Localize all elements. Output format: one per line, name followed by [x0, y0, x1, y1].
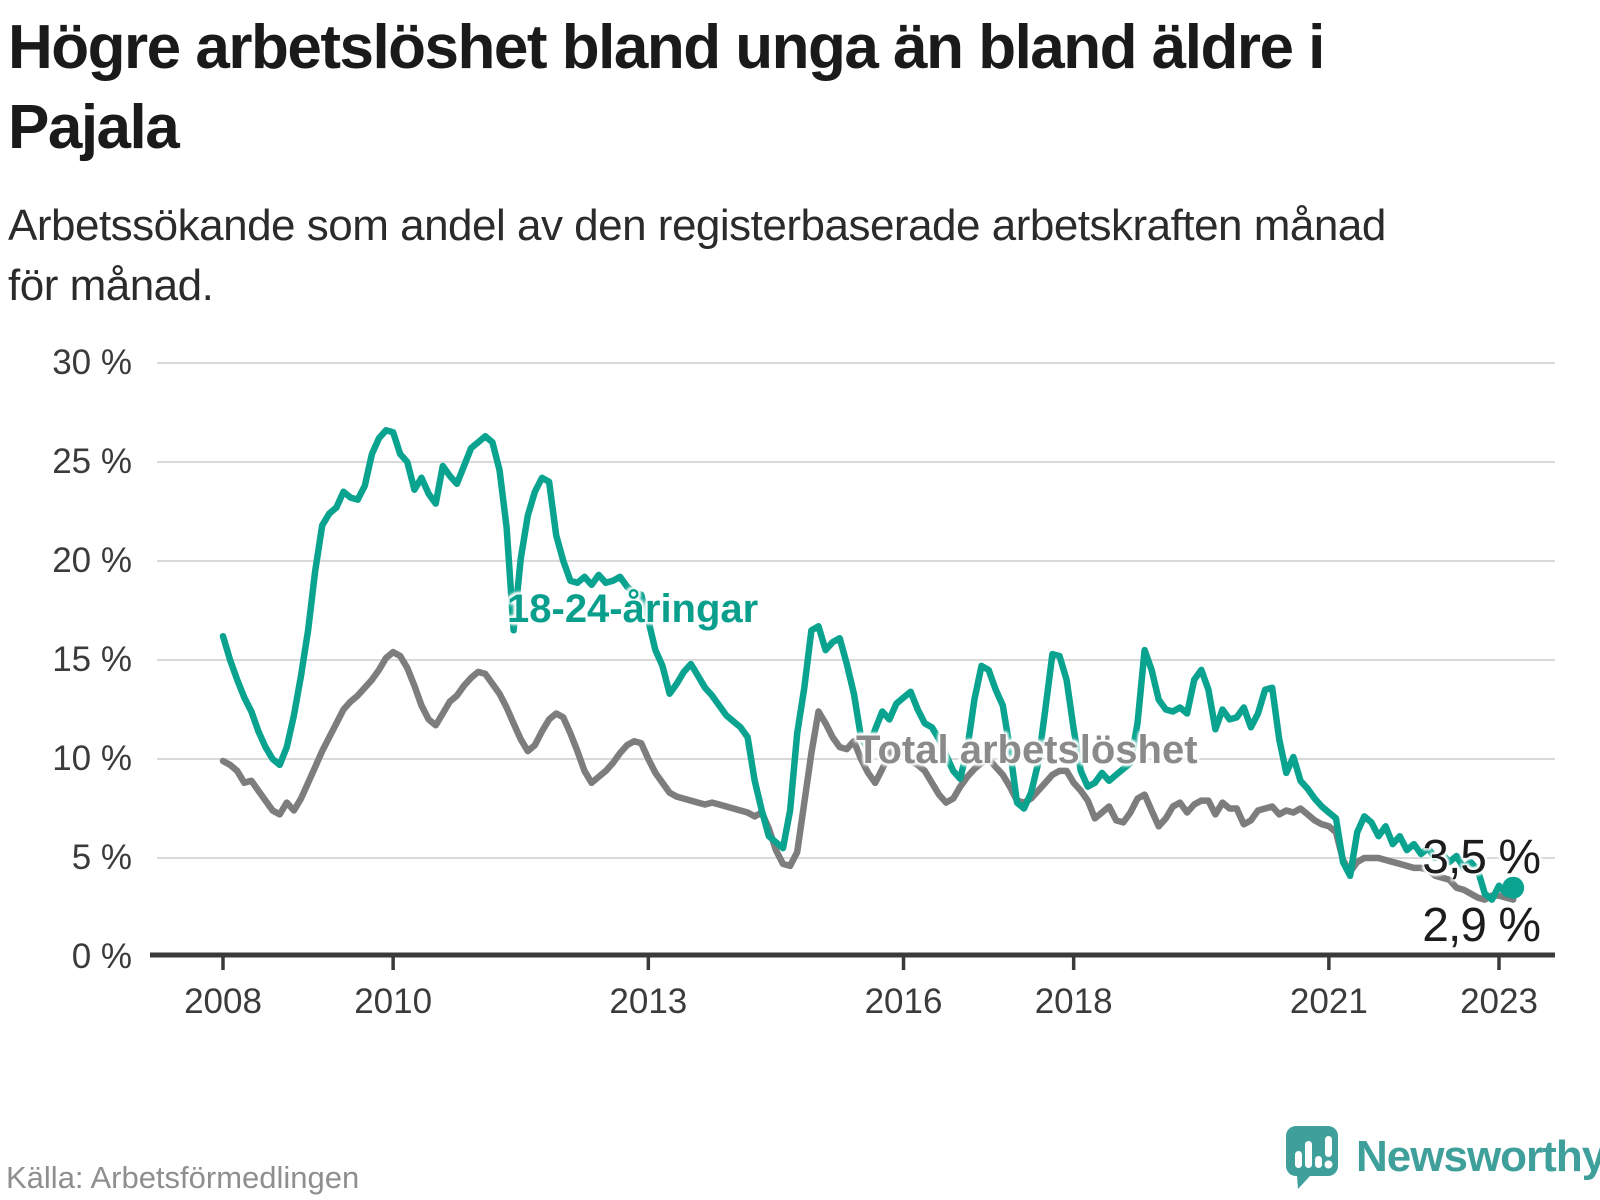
x-tick-label-2021: 2021 — [1289, 982, 1368, 1021]
newsworthy-logo-text: Newsworthy — [1356, 1132, 1600, 1181]
end-value-label-young: 3,5 % — [1422, 831, 1541, 884]
y-tick-label-10: 10 % — [52, 739, 132, 778]
page-title: Högre arbetslöshet bland unga än bland ä… — [8, 8, 1588, 168]
x-tick-label-2023: 2023 — [1460, 982, 1538, 1021]
x-tick-label-2010: 2010 — [354, 982, 433, 1021]
source-credit: Källa: Arbetsförmedlingen — [6, 1160, 360, 1195]
title-line-1: Högre arbetslöshet bland unga än bland ä… — [8, 13, 1325, 82]
subtitle-line-1: Arbetssökande som andel av den registerb… — [8, 201, 1386, 250]
logo-barchart-glyph — [1295, 1136, 1333, 1169]
y-tick-label-20: 20 % — [52, 541, 132, 580]
y-tick-label-0: 0 % — [71, 937, 132, 976]
series-line-total — [219, 648, 1517, 903]
y-tick-label-5: 5 % — [71, 838, 132, 877]
x-axis — [150, 952, 1555, 970]
gridlines — [157, 362, 1555, 859]
x-tick-label-2018: 2018 — [1034, 982, 1113, 1021]
x-tick-label-2008: 2008 — [184, 982, 262, 1021]
series-line-young — [219, 427, 1517, 903]
x-tick-label-2013: 2013 — [609, 982, 688, 1021]
y-tick-label-30: 30 % — [52, 343, 132, 382]
newsworthy-logo-icon — [1286, 1126, 1338, 1189]
series-end-dot-young — [1502, 876, 1525, 899]
chart-series — [219, 427, 1525, 903]
chart-subtitle: Arbetssökande som andel av den registerb… — [8, 196, 1588, 316]
series-label-total: Total arbetslöshet — [856, 728, 1198, 772]
x-tick-label-2016: 2016 — [864, 982, 943, 1021]
series-label-young: 18-24-åringar — [507, 587, 759, 631]
y-tick-label-15: 15 % — [52, 640, 132, 679]
subtitle-line-2: för månad. — [8, 261, 214, 310]
title-line-2: Pajala — [8, 93, 180, 162]
y-tick-label-25: 25 % — [52, 442, 132, 481]
newsworthy-logo[interactable]: Newsworthy — [1286, 1126, 1600, 1200]
end-value-label-total: 2,9 % — [1422, 899, 1541, 952]
